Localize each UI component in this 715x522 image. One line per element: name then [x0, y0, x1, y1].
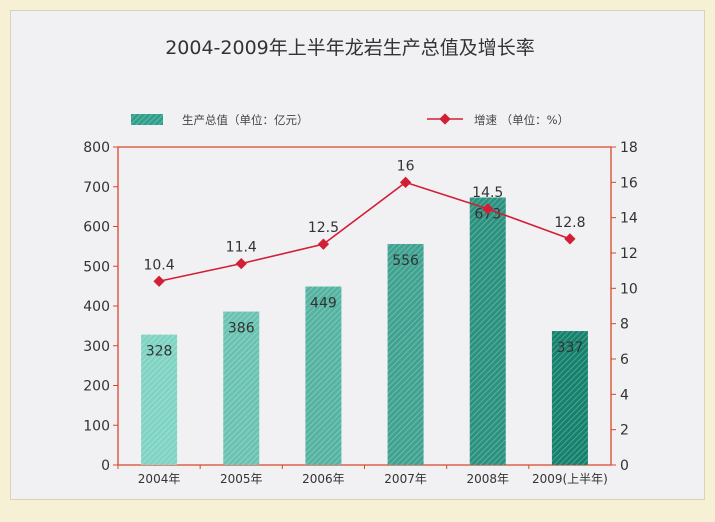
legend-line-label: 增速 （单位：%）: [474, 113, 569, 127]
bar-value-label: 328: [146, 344, 173, 360]
growth-value-label: 12.5: [308, 220, 339, 236]
growth-value-label: 10.4: [143, 257, 174, 273]
left-tick-label: 600: [83, 220, 110, 236]
bar-texture: [469, 197, 506, 466]
growth-line: [158, 181, 571, 283]
growth-point: [399, 176, 412, 188]
growth-point: [317, 238, 330, 250]
legend-bar-label: 生产总值（单位：亿元）: [182, 113, 309, 127]
x-tick-label: 2005年: [220, 472, 263, 486]
bar-value-label: 556: [392, 253, 419, 269]
legend-bar-swatch-texture: [131, 114, 163, 125]
growth-point: [153, 275, 165, 287]
left-tick-label: 500: [83, 259, 110, 275]
growth-point: [564, 233, 576, 245]
bar-texture: [223, 311, 260, 465]
left-tick-label: 200: [83, 379, 110, 395]
bar-value-label: 449: [310, 296, 337, 312]
left-tick-label: 300: [83, 339, 110, 355]
bar-texture: [551, 331, 588, 465]
bar-value-label: 337: [557, 340, 584, 356]
bar-texture: [387, 243, 424, 465]
x-tick-label: 2009(上半年): [532, 472, 608, 486]
bar-texture: [305, 286, 342, 465]
growth-point: [235, 257, 247, 270]
right-tick-label: 0: [620, 458, 629, 474]
growth-point: [482, 203, 494, 215]
right-tick-label: 14: [620, 211, 638, 227]
right-tick-label: 6: [620, 352, 629, 368]
right-tick-label: 12: [620, 246, 638, 262]
left-tick-label: 800: [83, 140, 110, 156]
left-tick-label: 400: [83, 299, 110, 315]
right-tick-label: 10: [620, 281, 638, 297]
x-tick-label: 2004年: [138, 472, 181, 486]
bar-value-label: 386: [228, 321, 255, 337]
x-tick-label: 2006年: [302, 472, 345, 486]
legend-line-marker: [439, 113, 451, 125]
left-tick-label: 100: [83, 418, 110, 434]
left-tick-label: 0: [101, 458, 110, 474]
right-tick-label: 18: [620, 140, 638, 156]
growth-value-label: 16: [397, 158, 415, 174]
chart-title: 2004-2009年上半年龙岩生产总值及增长率: [165, 37, 535, 59]
right-tick-label: 16: [620, 175, 638, 191]
growth-value-label: 14.5: [472, 185, 503, 201]
chart-frame: [10, 10, 705, 500]
bar-texture: [141, 334, 178, 465]
left-tick-label: 700: [83, 180, 110, 196]
right-tick-label: 4: [620, 387, 629, 403]
right-tick-label: 8: [620, 317, 629, 333]
growth-value-label: 11.4: [226, 240, 257, 256]
right-tick-label: 2: [620, 423, 629, 439]
x-tick-label: 2007年: [384, 472, 427, 486]
x-tick-label: 2008年: [466, 472, 509, 486]
growth-value-label: 12.8: [554, 215, 585, 231]
